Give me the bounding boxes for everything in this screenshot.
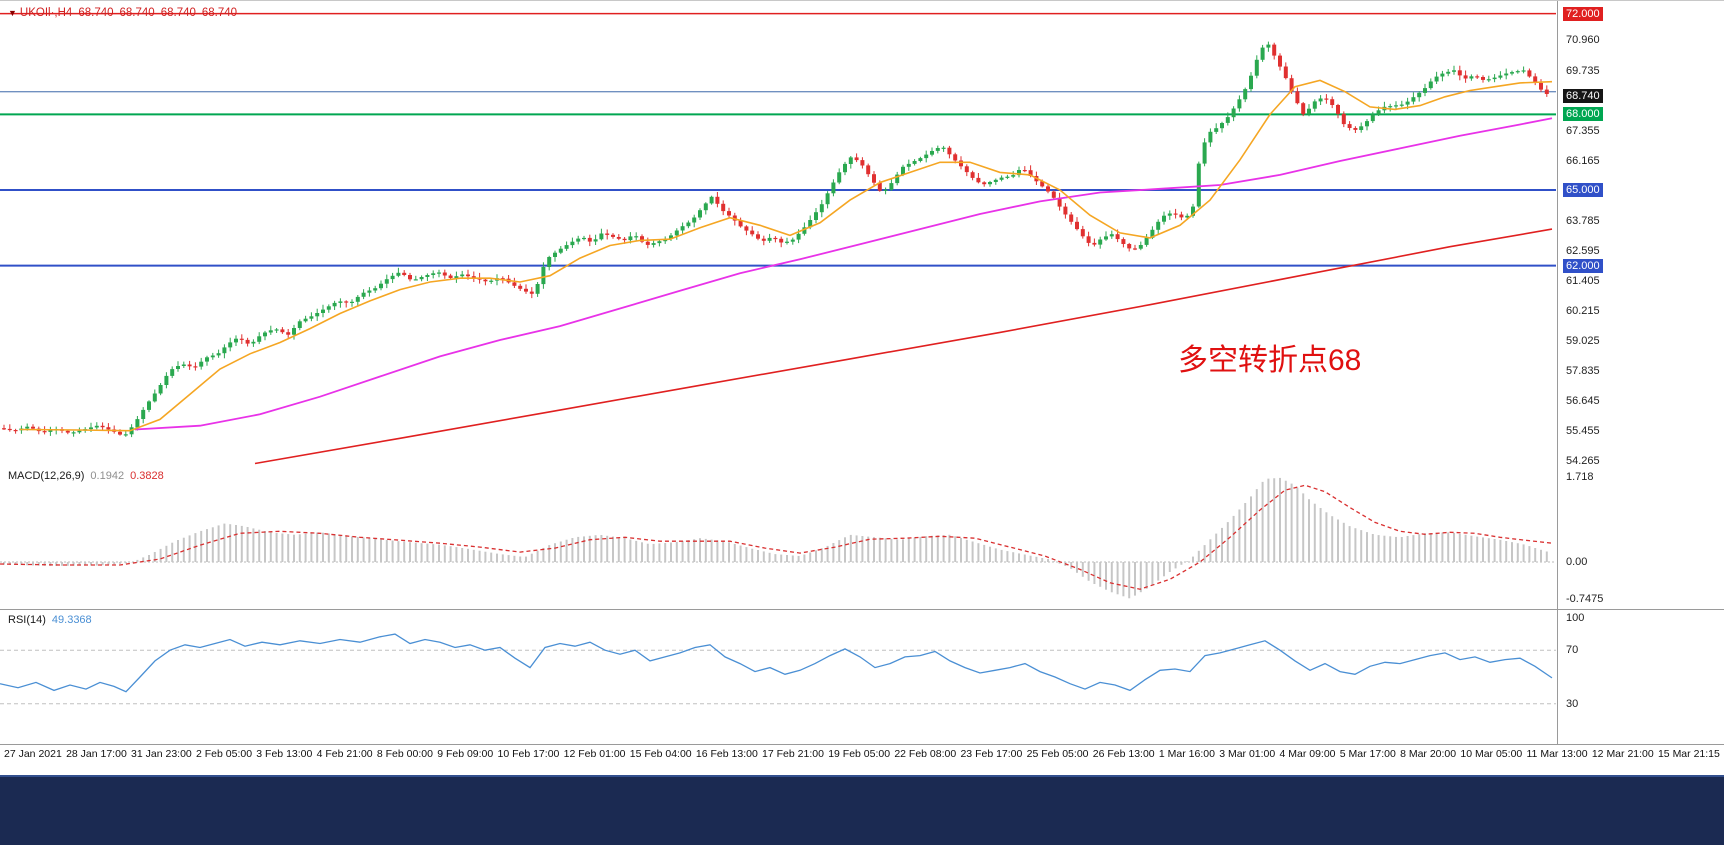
time-axis-label: 10 Mar 05:00 [1460, 748, 1523, 760]
rsi-panel: RSI(14) 49.3368 100 70 30 [0, 610, 1724, 745]
ohlc-open: 68.740 [78, 7, 114, 19]
time-axis-label: 19 Feb 05:00 [828, 748, 891, 760]
time-axis-label: 11 Mar 13:00 [1526, 748, 1588, 760]
macd-label: MACD(12,26,9) 0.1942 0.3828 [8, 470, 164, 482]
time-axis-label: 1 Mar 16:00 [1158, 748, 1215, 760]
time-axis-label: 15 Mar 21:15 [1657, 748, 1720, 760]
price-axis-label: 65.000 [1563, 183, 1603, 197]
price-axis-label: 69.735 [1566, 65, 1600, 77]
price-axis-label: 55.455 [1566, 425, 1600, 437]
macd-axis[interactable]: 1.718 0.00 -0.7475 [1557, 466, 1724, 609]
time-axis-label: 23 Feb 17:00 [960, 748, 1023, 760]
time-axis-label: 4 Mar 09:00 [1279, 748, 1336, 760]
time-axis-label: 16 Feb 13:00 [695, 748, 758, 760]
ohlc-low: 68.740 [160, 7, 196, 19]
price-axis-label: 63.785 [1566, 215, 1600, 227]
price-axis-label: 67.355 [1566, 125, 1600, 137]
time-axis-label: 5 Mar 17:00 [1339, 748, 1396, 760]
price-axis-label: 61.405 [1566, 275, 1600, 287]
price-axis-label: 57.835 [1566, 365, 1600, 377]
macd-signal-value: 0.3828 [130, 470, 164, 482]
time-axis[interactable]: 27 Jan 2021 28 Jan 17:00 31 Jan 23:00 2 Feb… [0, 745, 1724, 767]
time-axis-label: 22 Feb 08:00 [894, 748, 957, 760]
rsi-axis-label: 30 [1566, 698, 1579, 710]
time-axis-label: 26 Feb 13:00 [1092, 748, 1155, 760]
price-axis-label: 66.165 [1566, 155, 1600, 167]
time-axis-label: 25 Feb 05:00 [1026, 748, 1089, 760]
price-axis-label: 54.265 [1566, 455, 1600, 467]
rsi-name: RSI(14) [8, 614, 46, 626]
time-axis-label: 8 Feb 00:00 [376, 748, 433, 760]
time-axis-label: 9 Feb 09:00 [437, 748, 494, 760]
time-axis-label: 12 Mar 21:00 [1591, 748, 1654, 760]
time-axis-label: 4 Feb 21:00 [316, 748, 373, 760]
rsi-axis-label: 100 [1566, 612, 1585, 624]
chart-annotation-text[interactable]: 多空转折点68 [1178, 344, 1362, 377]
rsi-label: RSI(14) 49.3368 [8, 614, 92, 626]
rsi-axis[interactable]: 100 70 30 [1557, 610, 1724, 744]
macd-axis-label: 0.00 [1566, 556, 1588, 568]
price-axis-label: 56.645 [1566, 395, 1600, 407]
price-axis-label: 68.740 [1563, 89, 1603, 103]
chart-header: ▼ UKOIl·,H4 68.740 68.740 68.740 68.740 [8, 7, 243, 19]
price-axis-label: 68.000 [1563, 107, 1603, 121]
macd-axis-label: -0.7475 [1566, 593, 1604, 605]
time-axis-label: 10 Feb 17:00 [497, 748, 560, 760]
time-axis-label: 31 Jan 23:00 [131, 748, 192, 760]
macd-plot[interactable] [0, 466, 1556, 609]
price-axis-label: 62.000 [1563, 259, 1603, 273]
time-axis-label: 27 Jan 2021 [4, 748, 62, 760]
price-axis-label: 72.000 [1563, 7, 1603, 21]
price-axis-label: 59.025 [1566, 335, 1600, 347]
candlestick-plot[interactable] [0, 1, 1556, 466]
macd-axis-label: 1.718 [1566, 471, 1594, 483]
time-axis-label: 3 Feb 13:00 [256, 748, 313, 760]
status-bar [0, 775, 1724, 845]
macd-name: MACD(12,26,9) [8, 470, 85, 482]
rsi-value: 49.3368 [51, 614, 92, 626]
price-axis[interactable]: 72.000 70.960 69.735 68.740 68.000 67.355 66.1… [1557, 1, 1724, 467]
time-axis-label: 12 Feb 01:00 [563, 748, 626, 760]
rsi-plot[interactable] [0, 610, 1556, 744]
time-axis-label: 3 Mar 01:00 [1219, 748, 1276, 760]
time-axis-label: 28 Jan 17:00 [66, 748, 127, 760]
price-panel: ▼ UKOIl·,H4 68.740 68.740 68.740 68.740 多空转折点… [0, 0, 1724, 467]
time-axis-label: 8 Mar 20:00 [1400, 748, 1457, 760]
price-axis-label: 60.215 [1566, 305, 1600, 317]
symbol-marker-icon: ▼ [8, 8, 17, 18]
time-axis-label: 15 Feb 04:00 [629, 748, 692, 760]
macd-panel: MACD(12,26,9) 0.1942 0.3828 1.718 0.00 -0.74… [0, 466, 1724, 610]
macd-main-value: 0.1942 [90, 470, 125, 482]
time-axis-label: 17 Feb 21:00 [762, 748, 824, 760]
time-axis-label: 2 Feb 05:00 [196, 748, 253, 760]
price-axis-label: 62.595 [1566, 245, 1600, 257]
price-axis-label: 70.960 [1566, 34, 1600, 46]
chart-title: UKOIl·,H4 [19, 7, 73, 19]
rsi-axis-label: 70 [1566, 644, 1579, 656]
ohlc-high: 68.740 [119, 7, 155, 19]
ohlc-close: 68.740 [201, 7, 238, 19]
